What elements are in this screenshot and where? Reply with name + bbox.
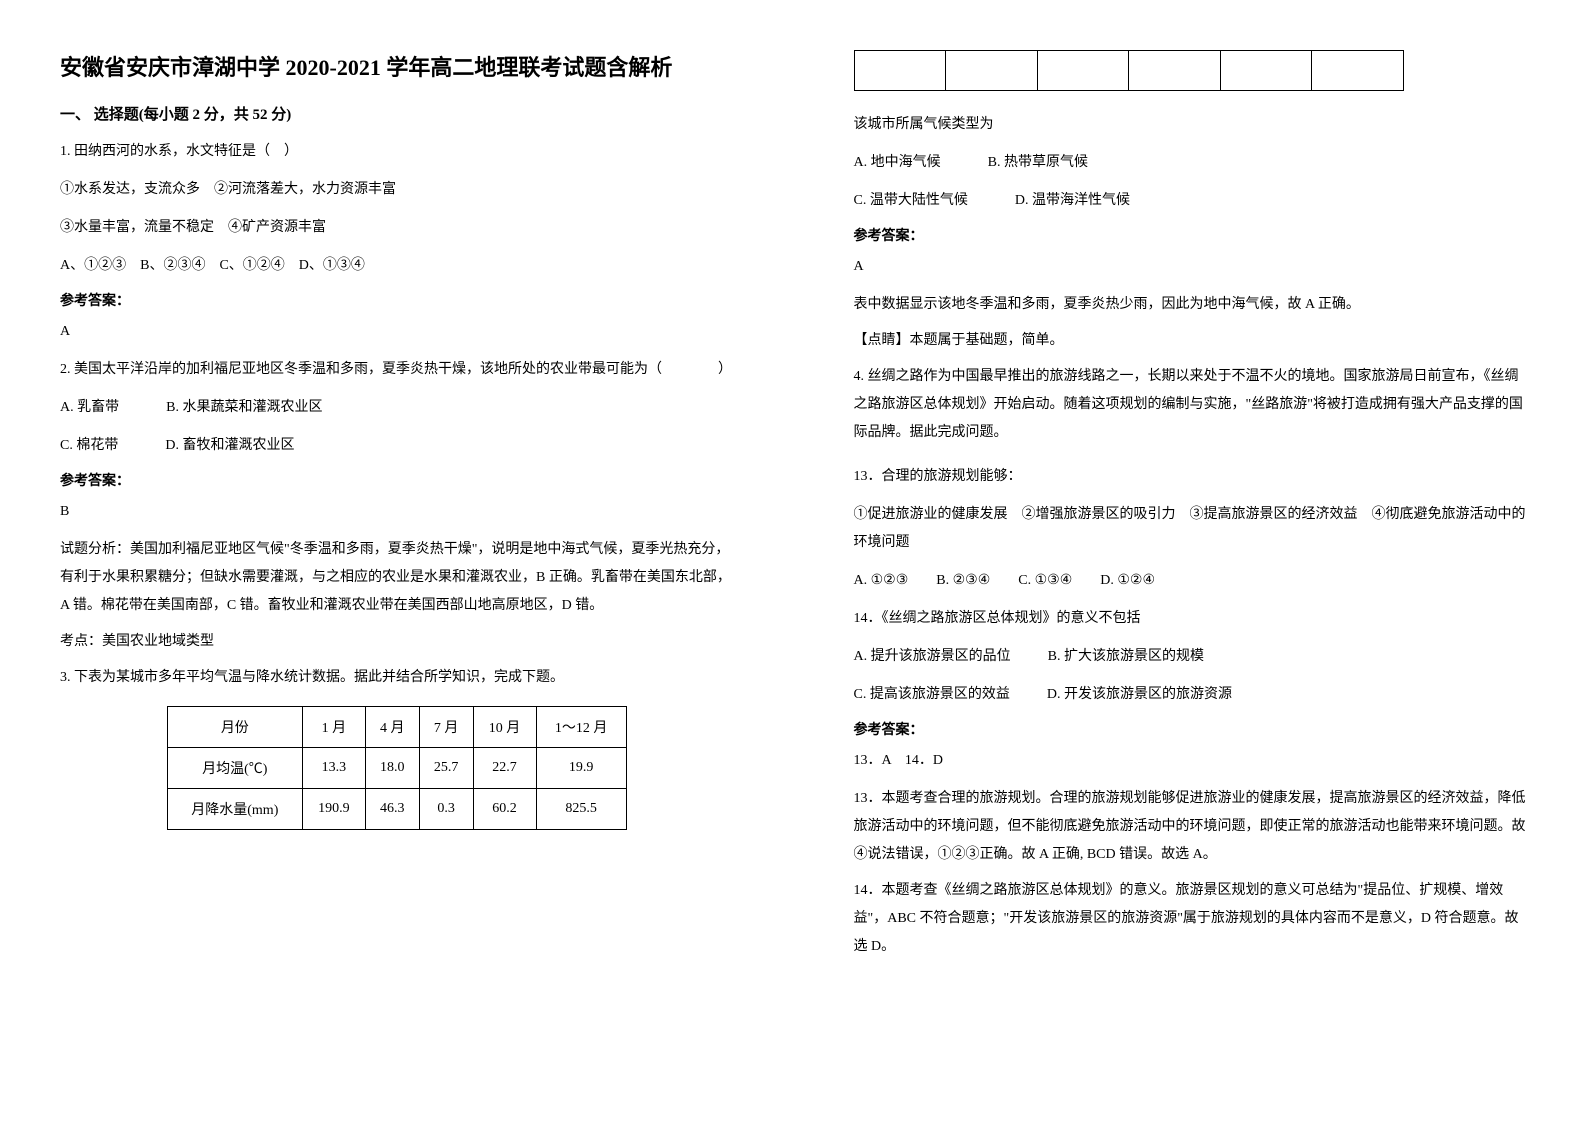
q2-options-row2: C. 棉花带 D. 畜牧和灌溉农业区: [60, 432, 734, 460]
blank-cell: [1129, 51, 1221, 91]
q13-stem: 13．合理的旅游规划能够：: [854, 463, 1528, 491]
row1-c0: 13.3: [302, 748, 365, 789]
row2-c1: 46.3: [365, 789, 419, 830]
row2-label: 月降水量(mm): [167, 789, 302, 830]
q3-optD: D. 温带海洋性气候: [1015, 193, 1130, 208]
blank-cell: [1312, 51, 1404, 91]
th-oct: 10 月: [473, 707, 536, 748]
th-year: 1～12 月: [536, 707, 626, 748]
q14-optB: B. 扩大该旅游景区的规模: [1048, 649, 1204, 664]
q13-items: ①促进旅游业的健康发展 ②增强旅游景区的吸引力 ③提高旅游景区的经济效益 ④彻底…: [854, 501, 1528, 557]
section-heading: 一、 选择题(每小题 2 分，共 52 分): [60, 103, 734, 124]
q2-explain2: 考点：美国农业地域类型: [60, 628, 734, 656]
q1-answer: A: [60, 318, 734, 346]
q3-explain2: 【点睛】本题属于基础题，简单。: [854, 327, 1528, 355]
q2-stem: 2. 美国太平洋沿岸的加利福尼亚地区冬季温和多雨，夏季炎热干燥，该地所处的农业带…: [60, 356, 734, 384]
q3-options-row1: A. 地中海气候 B. 热带草原气候: [854, 149, 1528, 177]
q13-explain: 13．本题考查合理的旅游规划。合理的旅游规划能够促进旅游业的健康发展，提高旅游景…: [854, 785, 1528, 869]
q2-answer: B: [60, 498, 734, 526]
q3-answer-label: 参考答案：: [854, 225, 1528, 245]
table-row-temp: 月均温(℃) 13.3 18.0 25.7 22.7 19.9: [167, 748, 626, 789]
blank-cell: [854, 51, 946, 91]
q3-explain1: 表中数据显示该地冬季温和多雨，夏季炎热少雨，因此为地中海气候，故 A 正确。: [854, 291, 1528, 319]
q3-options-row2: C. 温带大陆性气候 D. 温带海洋性气候: [854, 187, 1528, 215]
q3-optB: B. 热带草原气候: [988, 155, 1088, 170]
q14-optA: A. 提升该旅游景区的品位: [854, 649, 1011, 664]
q2-optB: B. 水果蔬菜和灌溉农业区: [166, 400, 322, 415]
row1-c1: 18.0: [365, 748, 419, 789]
q14-stem: 14．《丝绸之路旅游区总体规划》的意义不包括: [854, 605, 1528, 633]
q3-answer: A: [854, 253, 1528, 281]
row2-c0: 190.9: [302, 789, 365, 830]
q1-line2: ③水量丰富，流量不稳定 ④矿产资源丰富: [60, 214, 734, 242]
table-row-rain: 月降水量(mm) 190.9 46.3 0.3 60.2 825.5: [167, 789, 626, 830]
q2-options-row1: A. 乳畜带 B. 水果蔬菜和灌溉农业区: [60, 394, 734, 422]
row1-label: 月均温(℃): [167, 748, 302, 789]
q3-sub: 该城市所属气候类型为: [854, 111, 1528, 139]
q4-intro: 4. 丝绸之路作为中国最早推出的旅游线路之一，长期以来处于不温不火的境地。国家旅…: [854, 363, 1528, 447]
q14-options-row2: C. 提高该旅游景区的效益 D. 开发该旅游景区的旅游资源: [854, 681, 1528, 709]
q3-optC: C. 温带大陆性气候: [854, 193, 968, 208]
q2-optC: C. 棉花带: [60, 438, 118, 453]
q4-answer-label: 参考答案：: [854, 719, 1528, 739]
q3-optA: A. 地中海气候: [854, 155, 941, 170]
row2-c3: 60.2: [473, 789, 536, 830]
table-header-row: 月份 1 月 4 月 7 月 10 月 1～12 月: [167, 707, 626, 748]
th-jan: 1 月: [302, 707, 365, 748]
q3-table: 月份 1 月 4 月 7 月 10 月 1～12 月 月均温(℃) 13.3 1…: [167, 706, 627, 830]
q2-optA: A. 乳畜带: [60, 400, 119, 415]
row1-c3: 22.7: [473, 748, 536, 789]
right-page: 该城市所属气候类型为 A. 地中海气候 B. 热带草原气候 C. 温带大陆性气候…: [794, 0, 1587, 1122]
q1-options: A、①②③ B、②③④ C、①②④ D、①③④: [60, 252, 734, 280]
blank-cell: [1220, 51, 1312, 91]
q2-explain1: 试题分析：美国加利福尼亚地区气候"冬季温和多雨，夏季炎热干燥"，说明是地中海式气…: [60, 536, 734, 620]
blank-cell: [1037, 51, 1129, 91]
q1-answer-label: 参考答案：: [60, 290, 734, 310]
q2-answer-label: 参考答案：: [60, 470, 734, 490]
blank-cell: [946, 51, 1038, 91]
q1-line1: ①水系发达，支流众多 ②河流落差大，水力资源丰富: [60, 176, 734, 204]
q3-stem: 3. 下表为某城市多年平均气温与降水统计数据。据此并结合所学知识，完成下题。: [60, 664, 734, 692]
q14-optD: D. 开发该旅游景区的旅游资源: [1047, 687, 1232, 702]
blank-table: [854, 50, 1404, 91]
q14-options-row1: A. 提升该旅游景区的品位 B. 扩大该旅游景区的规模: [854, 643, 1528, 671]
exam-title: 安徽省安庆市漳湖中学 2020-2021 学年高二地理联考试题含解析: [60, 50, 734, 85]
q14-optC: C. 提高该旅游景区的效益: [854, 687, 1010, 702]
row1-c2: 25.7: [419, 748, 473, 789]
row1-c4: 19.9: [536, 748, 626, 789]
q14-explain: 14．本题考查《丝绸之路旅游区总体规划》的意义。旅游景区规划的意义可总结为"提品…: [854, 877, 1528, 961]
q13-options: A. ①②③ B. ②③④ C. ①③④ D. ①②④: [854, 567, 1528, 595]
th-month: 月份: [167, 707, 302, 748]
left-page: 安徽省安庆市漳湖中学 2020-2021 学年高二地理联考试题含解析 一、 选择…: [0, 0, 794, 1122]
row2-c4: 825.5: [536, 789, 626, 830]
row2-c2: 0.3: [419, 789, 473, 830]
q2-optD: D. 畜牧和灌溉农业区: [165, 438, 294, 453]
th-jul: 7 月: [419, 707, 473, 748]
th-apr: 4 月: [365, 707, 419, 748]
q4-answer: 13．A 14．D: [854, 747, 1528, 775]
q1-stem: 1. 田纳西河的水系，水文特征是（ ）: [60, 138, 734, 166]
